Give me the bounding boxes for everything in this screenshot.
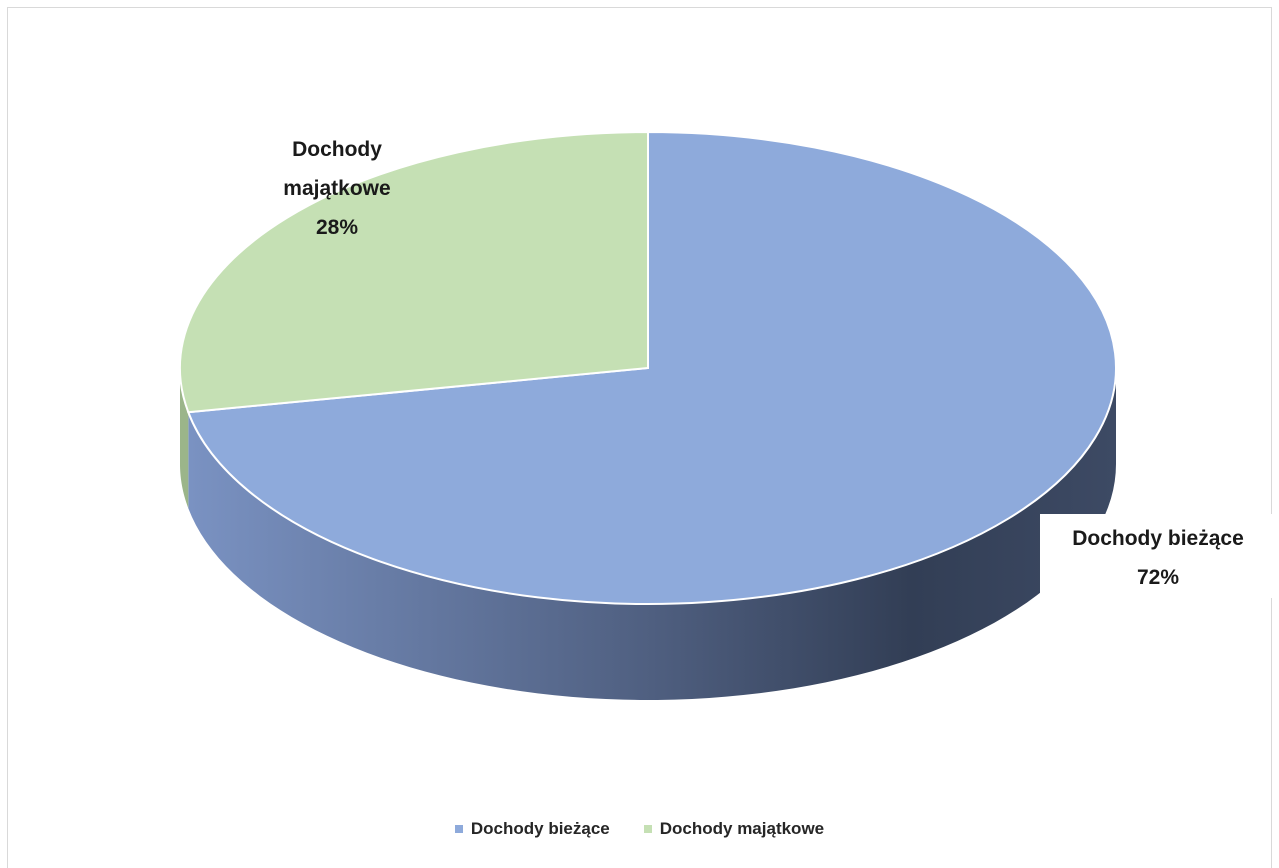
- legend-swatch-dochody-majatkowe: [643, 825, 652, 833]
- chart-legend: Dochody bieżące Dochody majątkowe: [0, 819, 1279, 839]
- pie-labels-group: Dochody bieżące 72% Dochody majątkowe 28%: [283, 138, 1276, 598]
- data-label-background: [1040, 514, 1276, 598]
- pie-side-group: [180, 368, 1117, 700]
- legend-label-dochody-biezace: Dochody bieżące: [470, 819, 610, 838]
- legend-item-dochody-biezace[interactable]: Dochody bieżące: [454, 819, 610, 839]
- data-label-dochody-biezace: Dochody bieżące 72%: [1040, 514, 1276, 598]
- data-label-line: Dochody bieżące: [1072, 527, 1244, 550]
- data-label-line: Dochody: [292, 138, 382, 161]
- legend-label-dochody-majatkowe: Dochody majątkowe: [659, 819, 825, 838]
- data-label-line: majątkowe: [283, 177, 390, 200]
- pie-slice-dochody-biezace[interactable]: [186, 130, 1118, 605]
- legend-item-dochody-majatkowe[interactable]: Dochody majątkowe: [643, 819, 825, 839]
- legend-swatch-dochody-biezace: [454, 825, 463, 833]
- pie-side-dochody-biezace: [188, 368, 1117, 700]
- pie-slice-dochody-majatkowe[interactable]: [179, 130, 649, 414]
- data-label-line: 28%: [316, 216, 358, 239]
- data-label-dochody-majatkowe: Dochody majątkowe 28%: [283, 138, 390, 239]
- data-label-line: 72%: [1137, 566, 1179, 589]
- pie-top-group: [179, 130, 1118, 605]
- pie-side-dochody-majatkowe: [180, 368, 189, 509]
